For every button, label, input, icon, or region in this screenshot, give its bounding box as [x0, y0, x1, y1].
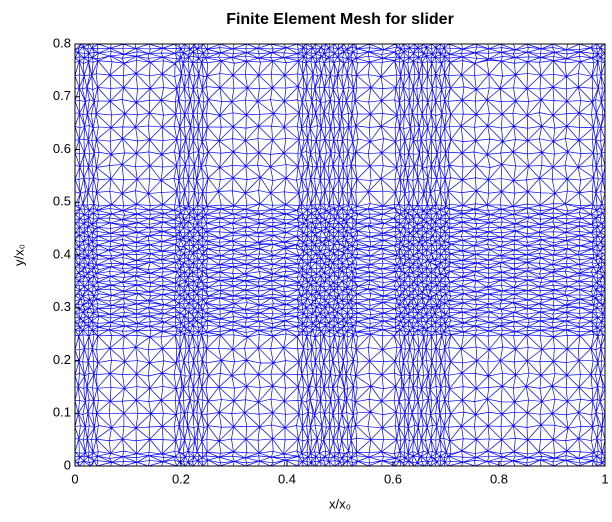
y-tick-label: 0.7: [53, 88, 71, 103]
y-tick-label: 0.8: [53, 35, 71, 50]
x-tick-label: 0.2: [172, 471, 190, 486]
x-tick-label: 0.6: [384, 471, 402, 486]
y-axis-label: y/x₀: [11, 244, 26, 266]
x-tick-label: 0.8: [490, 471, 508, 486]
y-tick-label: 0.5: [53, 194, 71, 209]
x-tick-label: 0: [71, 471, 78, 486]
x-tick-label: 0.4: [278, 471, 296, 486]
x-axis-label: x/x₀: [329, 496, 351, 511]
y-tick-label: 0.2: [53, 352, 71, 367]
chart: Finite Element Mesh for slider x/x₀ y/x₀…: [0, 0, 612, 522]
y-tick-label: 0.3: [53, 299, 71, 314]
mesh: [75, 44, 605, 466]
y-tick-label: 0.4: [53, 246, 71, 261]
x-tick-label: 1: [601, 471, 608, 486]
y-tick-label: 0.1: [53, 405, 71, 420]
y-tick-label: 0.6: [53, 141, 71, 156]
chart-title: Finite Element Mesh for slider: [226, 11, 454, 28]
y-tick-label: 0: [64, 457, 71, 472]
